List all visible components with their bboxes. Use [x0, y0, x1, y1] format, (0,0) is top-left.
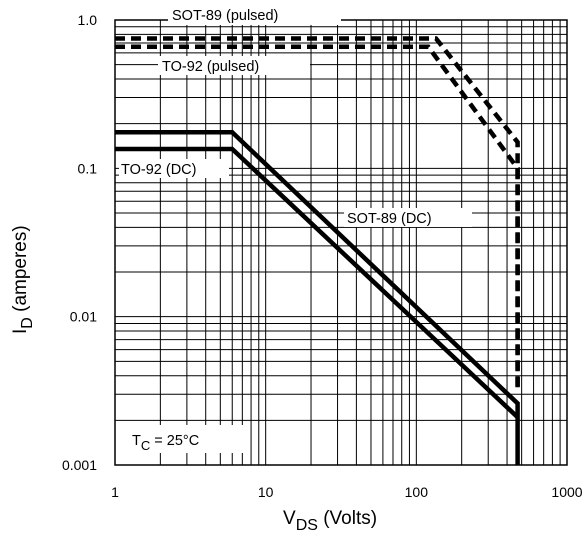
x-tick-label: 10 [258, 484, 274, 500]
series-line-to-92-pulsed [115, 44, 520, 391]
condition-rest: = 25°C [150, 433, 199, 449]
x-axis-label-rest: (Volts) [318, 508, 377, 529]
label-sot89-dc: SOT-89 (DC) [347, 211, 432, 227]
x-tick-label: 1 [111, 484, 119, 500]
label-to92-pulsed: TO-92 (pulsed) [162, 59, 259, 75]
condition-bg [118, 425, 246, 453]
y-tick-label: 0.01 [70, 309, 97, 325]
y-tick-label: 1.0 [78, 12, 98, 28]
condition-sub: C [141, 438, 150, 453]
y-tick-label: 0.001 [62, 457, 97, 473]
label-sot89-pulsed: SOT-89 (pulsed) [172, 8, 278, 24]
label-bg-to92-dc [119, 159, 229, 178]
y-axis-label: ID (amperes) [10, 225, 36, 334]
label-bg-sot89-pulsed [168, 6, 341, 25]
x-tick-label: 1000 [551, 484, 582, 500]
condition-main: T [132, 433, 141, 449]
label-bg-sot89-dc [344, 208, 472, 227]
label-to92-dc: TO-92 (DC) [121, 162, 196, 178]
y-axis-label-rest: (amperes) [10, 225, 31, 317]
grid [115, 20, 567, 465]
x-axis-label-sub: DS [296, 517, 318, 534]
condition-label: TC = 25°C [132, 433, 199, 453]
x-axis-label: VDS (Volts) [283, 508, 377, 534]
y-axis-label-sub: D [19, 317, 36, 329]
label-bg-to92-pulsed [158, 56, 310, 75]
y-tick-label: 0.1 [78, 160, 98, 176]
curves [115, 36, 520, 465]
tick-labels: 1 10 100 1000 0.001 0.01 0.1 1.0 [62, 12, 583, 500]
series-line-to-92-dc [115, 146, 520, 419]
x-axis-label-main: V [283, 508, 296, 529]
y-axis-label-main: I [10, 329, 31, 334]
series-line-sot-89-dc [115, 130, 520, 465]
x-tick-label: 100 [405, 484, 429, 500]
